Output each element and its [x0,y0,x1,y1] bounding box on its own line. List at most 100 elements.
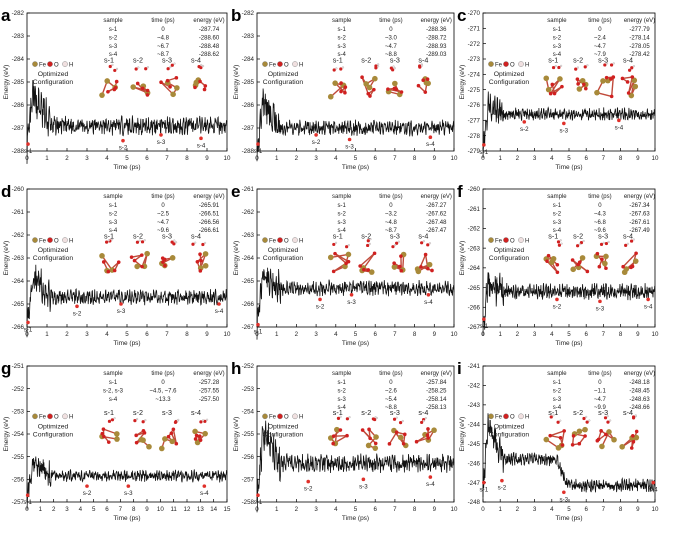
h-atom [559,239,562,242]
config-label-line2: Configuration [489,431,530,438]
o-atom [576,244,580,248]
table-cell: -257.55 [199,388,220,394]
h-atom [335,67,338,70]
x-tick-label: 1 [275,331,279,338]
config-label-line1: Optimized [494,71,525,78]
y-tick-label: -255 [12,454,25,461]
o-atom [604,75,609,80]
table-cell: -278.42 [629,52,650,58]
x-tick-label: 3 [85,155,89,162]
table-cell: ~8.7 [385,228,398,234]
y-tick-label: -261 [468,206,481,213]
o-atom [398,264,402,269]
panel-e: e -267 -266 -265 -264 -263 -262 -261 0 1 2 3 4 5 6 7 8 9 1… [231,182,458,347]
y-tick-label: -262 [242,209,255,216]
structure-snapshot [192,63,208,92]
table-cell: -258.13 [426,405,447,411]
legend-label: Fe [39,415,47,421]
o-atom [368,436,372,441]
fe-atom [631,77,638,84]
sample-marker-s-2 [318,297,322,302]
table-header: energy (eV) [421,18,452,24]
fe-atom [599,443,605,450]
sample-marker-label: s-4 [215,308,224,315]
panel-a: a -288 -287 -286 -285 -284 -283 -282 0 1 2 3 4 5 6 7 8 9 1… [1,6,231,171]
o-atom [634,429,639,434]
o-atom [629,239,634,243]
fe-atom [202,430,208,437]
x-tick-label: 3 [533,331,537,338]
config-label-line1: Optimized [268,423,299,430]
o-atom [174,441,179,446]
structure-snapshot [99,417,120,444]
x-tick-label: 5 [354,331,358,338]
panel-i: i -248 -247 -246 -245 -244 -243 -242 -241 0 1 2 3 4 5 6… [457,359,659,522]
structure-snapshot [191,241,209,273]
sample-marker-s-4 [651,480,656,485]
o-atom [108,64,112,69]
table-cell: ~4.7 [594,44,607,50]
o-atom [113,68,117,73]
o-atom [577,260,582,265]
table-cell: ~13.3 [155,397,171,403]
y-tick-label: -260 [468,186,481,193]
table-header: sample [103,18,123,24]
x-tick-label: 10 [652,506,659,513]
legend-swatch-fe [32,61,38,67]
x-tick-label: 6 [105,506,109,513]
o-atom [604,266,608,271]
sample-marker-label: s-4 [426,481,435,488]
table-cell: -265.91 [199,203,220,209]
o-atom [626,91,631,95]
h-atom [394,244,397,247]
sample-marker-s-1 [25,493,30,498]
o-atom [191,242,195,246]
x-tick-label: 8 [132,506,136,513]
sample-marker-s-3 [562,490,566,495]
fe-atom [543,436,550,443]
o-atom [114,79,119,84]
table-cell: ~2.6 [385,388,398,394]
h-atom [202,419,205,422]
y-tick-label: -256 [242,454,255,461]
table-cell: s-2, s-3 [103,388,124,394]
h-atom [341,66,345,69]
table-cell: s-2 [553,35,562,41]
legend-label: Fe [495,238,503,244]
x-tick-label: 14 [210,506,217,513]
x-tick-label: 10 [451,155,458,162]
o-atom [430,268,434,273]
o-atom [389,66,393,70]
y-tick-label: -262 [12,232,25,239]
config-label-line2: Configuration [489,255,530,262]
y-tick-label: -279 [468,148,481,155]
o-atom [366,243,370,248]
o-atom [630,66,634,70]
table-cell: -266.56 [199,220,220,226]
snapshot-label: s-4 [623,408,633,417]
x-tick-label: 3 [533,506,537,513]
o-atom [599,242,604,247]
x-tick-label: 11 [170,506,177,513]
structure-snapshot [570,239,590,274]
structure-snapshot [327,66,348,100]
table-cell: s-4 [109,228,118,234]
snapshot-label: s-2 [133,56,143,65]
table-cell: -267.48 [426,220,447,226]
sample-marker-label: s-2 [312,139,321,146]
bond [550,78,561,94]
fe-atom [373,434,379,440]
x-tick-label: 1 [45,155,49,162]
sample-marker-s-1 [256,322,260,327]
o-atom [140,264,144,269]
snapshot-label: s-3 [162,56,172,65]
o-atom [552,91,557,96]
o-atom [102,434,106,439]
o-atom [169,431,174,436]
o-atom [576,82,580,86]
table-cell: -248.63 [629,397,650,403]
o-atom [345,433,349,438]
legend-label: Fe [269,415,277,421]
table-cell: s-1 [338,380,347,386]
h-atom [632,65,635,68]
